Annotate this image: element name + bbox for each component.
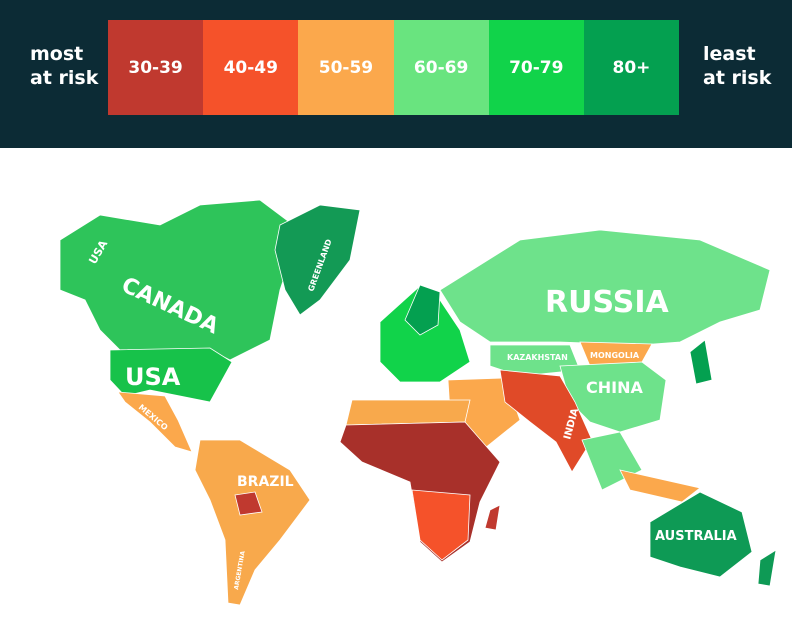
legend-bin: 70-79 bbox=[488, 20, 584, 115]
legend-bin: 80+ bbox=[583, 20, 680, 115]
countries bbox=[59, 199, 777, 606]
greenland bbox=[274, 204, 361, 316]
indonesia bbox=[619, 469, 701, 503]
japan bbox=[689, 339, 713, 385]
scandinavia bbox=[404, 284, 441, 336]
south-america bbox=[194, 439, 311, 606]
legend-right-label: least at risk bbox=[703, 43, 772, 89]
map-label: AUSTRALIA bbox=[655, 529, 737, 544]
south-asia bbox=[499, 369, 593, 473]
north-africa bbox=[345, 399, 471, 426]
legend-header: most at risk 30-39 40-49 50-59 60-69 70-79 80… bbox=[0, 0, 792, 148]
bolivia bbox=[234, 491, 263, 516]
southern-africa bbox=[411, 489, 471, 561]
legend-bin: 50-59 bbox=[298, 20, 394, 115]
world-map: USA CANADA USA GREENLAND MEXICO BRAZIL A… bbox=[59, 199, 777, 606]
mexico bbox=[117, 391, 193, 453]
madagascar bbox=[484, 504, 501, 531]
usa bbox=[109, 347, 233, 403]
new-zealand bbox=[757, 549, 777, 587]
legend-bins: 30-39 40-49 50-59 60-69 70-79 80+ bbox=[108, 20, 680, 115]
map-label: CHINA bbox=[586, 378, 643, 397]
map-label: MONGOLIA bbox=[590, 351, 640, 360]
map-label: USA bbox=[125, 363, 181, 391]
legend-bin: 40-49 bbox=[203, 20, 299, 115]
legend-bin: 30-39 bbox=[108, 20, 204, 115]
australia bbox=[649, 491, 753, 578]
map-label: RUSSIA bbox=[545, 285, 669, 320]
canada bbox=[59, 199, 301, 361]
legend-left-label: most at risk bbox=[30, 43, 99, 89]
map-label: KAZAKHSTAN bbox=[507, 353, 568, 362]
map-label: BRAZIL bbox=[237, 474, 294, 490]
kazakhstan bbox=[489, 344, 581, 377]
russia bbox=[439, 229, 771, 346]
legend-bin: 60-69 bbox=[393, 20, 489, 115]
